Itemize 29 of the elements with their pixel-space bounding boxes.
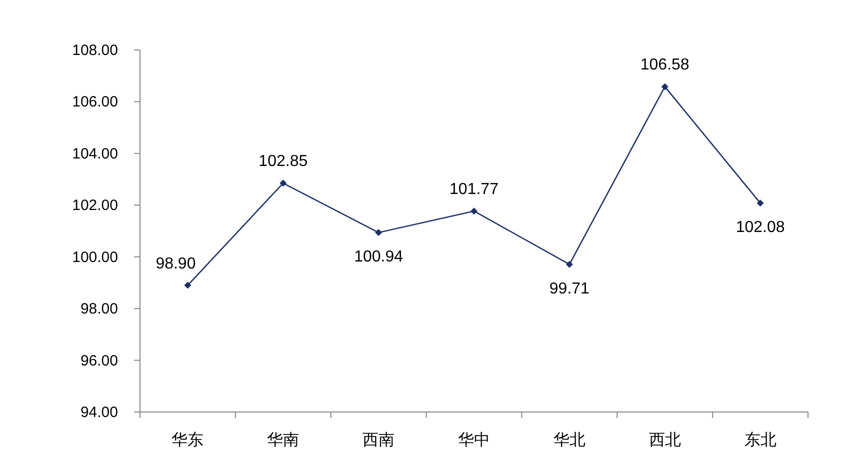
y-tick-label: 100.00 — [72, 248, 118, 266]
data-label: 106.58 — [640, 56, 690, 74]
x-tick-label: 华北 — [553, 431, 586, 449]
x-tick-label: 西南 — [362, 431, 395, 449]
x-tick-label: 东北 — [744, 431, 776, 449]
x-tick-label: 华东 — [172, 431, 204, 449]
data-label: 101.77 — [450, 181, 499, 198]
y-tick-label: 94.00 — [80, 404, 118, 421]
y-tick-label: 106.00 — [72, 94, 118, 111]
x-tick-label: 西北 — [648, 431, 681, 449]
x-tick-label: 华中 — [458, 431, 490, 449]
point — [470, 208, 478, 215]
point — [566, 260, 573, 268]
point — [280, 180, 287, 187]
y-tick-label: 104.00 — [72, 145, 118, 162]
data-label: 100.94 — [354, 248, 404, 266]
x-tick-label: 华南 — [267, 431, 300, 449]
point — [661, 83, 668, 90]
point — [184, 282, 192, 289]
data-label: 102.85 — [258, 153, 308, 170]
data-label: 102.08 — [736, 219, 785, 236]
data-label: 99.71 — [549, 280, 590, 298]
y-tick-label: 96.00 — [80, 352, 118, 370]
y-tick-label: 98.00 — [80, 300, 118, 318]
point — [756, 200, 764, 207]
data-label: 98.90 — [156, 255, 196, 272]
point — [375, 229, 382, 236]
y-tick-label: 108.00 — [72, 42, 118, 59]
y-tick-label: 102.00 — [72, 197, 118, 214]
